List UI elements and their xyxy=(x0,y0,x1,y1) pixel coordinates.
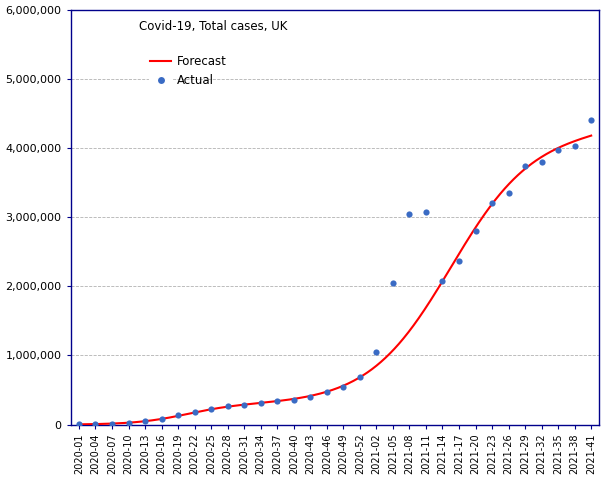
Point xyxy=(421,208,431,216)
Point xyxy=(371,348,381,356)
Point xyxy=(586,116,596,123)
Legend: Forecast, Actual: Forecast, Actual xyxy=(145,51,232,92)
Point xyxy=(471,227,480,235)
Point xyxy=(107,420,117,427)
Point xyxy=(554,146,563,154)
Point xyxy=(339,383,348,391)
Point xyxy=(355,373,365,381)
Point xyxy=(454,257,464,265)
Point xyxy=(487,200,497,207)
Point xyxy=(173,412,183,420)
Point xyxy=(240,401,249,409)
Point xyxy=(388,279,397,287)
Point xyxy=(537,158,546,166)
Text: Covid-19, Total cases, UK: Covid-19, Total cases, UK xyxy=(139,20,288,33)
Point xyxy=(123,419,133,427)
Point xyxy=(520,162,530,170)
Point xyxy=(437,277,447,285)
Point xyxy=(74,420,84,428)
Point xyxy=(289,396,299,404)
Point xyxy=(140,417,150,425)
Point xyxy=(570,143,580,150)
Point xyxy=(306,394,315,401)
Point xyxy=(223,403,232,410)
Point xyxy=(157,415,166,423)
Point xyxy=(206,406,216,413)
Point xyxy=(272,397,282,405)
Point xyxy=(256,399,266,407)
Point xyxy=(190,408,200,416)
Point xyxy=(504,189,514,196)
Point xyxy=(322,388,332,396)
Point xyxy=(405,210,414,217)
Point xyxy=(91,420,100,428)
